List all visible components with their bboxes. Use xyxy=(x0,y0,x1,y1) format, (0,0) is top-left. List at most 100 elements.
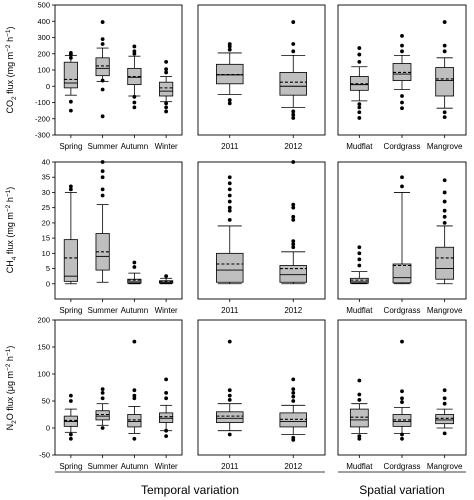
outlier-point xyxy=(68,393,73,398)
y-tick-label: 200 xyxy=(37,49,50,58)
x-tick-label: Winter xyxy=(155,142,178,151)
box-mudflat xyxy=(349,46,369,120)
x-tick-label: Spring xyxy=(59,462,82,471)
outlier-point xyxy=(442,208,447,213)
y-tick-label: 100 xyxy=(37,66,50,75)
x-tick-label: Mangrove xyxy=(427,142,463,151)
spatial-variation-label: Spatial variation xyxy=(359,483,444,497)
outlier-point xyxy=(227,398,232,402)
temporal-variation-label: Temporal variation xyxy=(141,483,239,497)
outlier-point xyxy=(68,399,73,403)
iqr-box xyxy=(279,72,307,96)
y-tick-label: -100 xyxy=(35,98,50,107)
outlier-point xyxy=(400,432,404,437)
iqr-box xyxy=(95,57,110,77)
outlier-point xyxy=(227,42,232,46)
box-cordgrass xyxy=(392,175,412,285)
row-axis-titles: CO2 flux (mg m−2 h−1) CH4 flux (mg m−2 h−… xyxy=(5,27,18,431)
x-tick-label: Mangrove xyxy=(427,306,463,315)
outlier-point xyxy=(164,428,169,433)
outlier-point xyxy=(164,105,169,110)
x-tick-label: 2011 xyxy=(221,306,239,315)
box-mangrove xyxy=(435,178,455,285)
outlier-point xyxy=(164,67,169,72)
outlier-point xyxy=(357,398,362,402)
outlier-point xyxy=(68,108,73,113)
box-cordgrass xyxy=(392,339,412,441)
outlier-point xyxy=(227,388,232,393)
box-winter xyxy=(159,59,174,114)
outlier-point xyxy=(100,114,105,119)
outlier-point xyxy=(132,436,137,441)
panel-n2o-site: Mudflat Cordgrass Mangrove xyxy=(337,319,467,471)
outlier-point xyxy=(227,193,232,198)
x-tick-label: Cordgrass xyxy=(384,462,421,471)
x-tick-label: Cordgrass xyxy=(384,306,421,315)
x-tick-label: Spring xyxy=(59,142,82,151)
outlier-point xyxy=(68,55,73,60)
box-2011 xyxy=(216,339,244,437)
y-tick-label: 0 xyxy=(46,279,50,288)
outlier-point xyxy=(400,175,404,180)
x-tick-label: 2012 xyxy=(284,142,302,151)
box-summer xyxy=(95,387,110,430)
iqr-box xyxy=(279,265,307,283)
iqr-box xyxy=(127,278,142,284)
outlier-point xyxy=(357,105,362,110)
panel-ch4-season: 0 5 10 15 20 25 30 35 40 Spring Summer Autumn Winter xyxy=(42,158,183,315)
iqr-box xyxy=(392,263,412,284)
outlier-point xyxy=(400,94,404,98)
bottom-group-labels: Temporal variation Spatial variation xyxy=(55,471,466,497)
x-tick-label: Mudflat xyxy=(346,142,373,151)
panel-ch4-year: 2011 2012 xyxy=(197,160,326,315)
outlier-point xyxy=(442,396,447,401)
x-tick-label: Autumn xyxy=(121,462,149,471)
outlier-point xyxy=(132,388,137,393)
x-tick-label: Mangrove xyxy=(427,462,463,471)
x-tick-label: Spring xyxy=(59,306,82,315)
outlier-point xyxy=(68,436,73,441)
x-tick-label: Mudflat xyxy=(346,306,373,315)
outlier-point xyxy=(442,199,447,204)
ch4-flux-title: CH4 flux (mg m−2 h−1) xyxy=(5,187,18,274)
box-2011 xyxy=(216,42,244,106)
x-tick-label: 2011 xyxy=(221,142,239,151)
outlier-point xyxy=(357,110,362,115)
outlier-point xyxy=(68,187,73,192)
panel-n2o-season: -50 0 50 100 150 200 Spring Summer Autumn Winter xyxy=(37,316,183,471)
y-tick-label: 35 xyxy=(42,173,50,182)
outlier-point xyxy=(100,87,105,92)
iqr-box xyxy=(63,61,78,89)
x-tick-label: Summer xyxy=(88,142,119,151)
outlier-point xyxy=(100,37,105,42)
outlier-point xyxy=(132,100,137,105)
iqr-box xyxy=(435,67,455,97)
outlier-point xyxy=(132,44,137,49)
box-summer xyxy=(95,160,110,283)
outlier-point xyxy=(400,100,404,105)
box-autumn xyxy=(127,44,142,110)
outlier-point xyxy=(68,99,73,104)
outlier-point xyxy=(442,220,447,225)
x-tick-label: Cordgrass xyxy=(384,142,421,151)
outlier-point xyxy=(227,432,232,437)
outlier-point xyxy=(442,214,447,219)
panel-frame xyxy=(54,161,183,300)
outlier-point xyxy=(442,49,447,54)
x-tick-label: Winter xyxy=(155,306,178,315)
outlier-point xyxy=(442,110,447,115)
outlier-point xyxy=(132,396,137,401)
y-tick-label: 100 xyxy=(37,370,50,379)
box-spring xyxy=(63,184,78,285)
x-tick-label: Summer xyxy=(88,462,119,471)
box-mangrove xyxy=(435,20,455,120)
panel-co2-year: 2011 2012 xyxy=(197,4,326,151)
iqr-box xyxy=(63,239,78,282)
box-2012 xyxy=(279,160,307,285)
iqr-box xyxy=(95,410,110,421)
outlier-point xyxy=(357,392,362,397)
y-tick-label: 400 xyxy=(37,17,50,26)
iqr-box xyxy=(435,246,455,280)
outlier-point xyxy=(100,426,105,430)
